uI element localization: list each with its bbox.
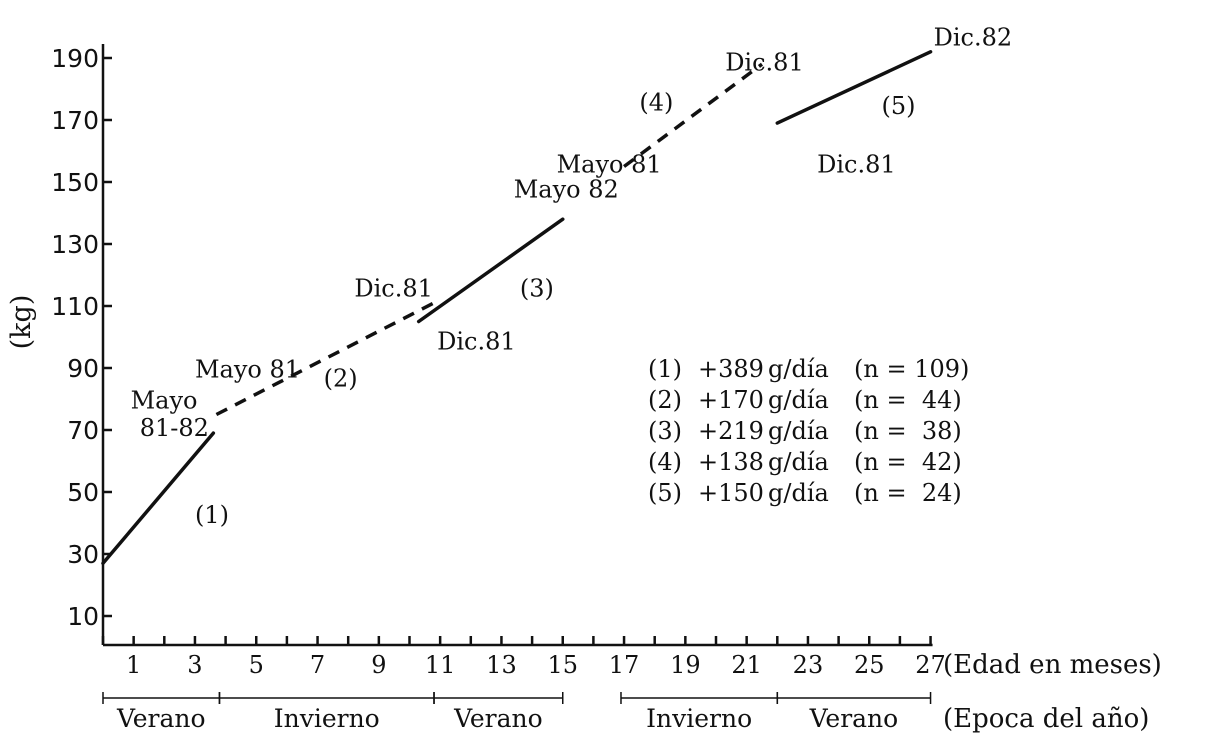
- legend-n: (n = 109): [854, 355, 969, 383]
- x-axis-label: (Edad en meses): [943, 650, 1162, 680]
- legend-unit: g/día: [768, 355, 829, 383]
- season-label: Verano: [116, 704, 206, 733]
- season-label: Invierno: [646, 704, 752, 733]
- y-tick-label: 170: [51, 106, 99, 135]
- annotation-label: (1): [195, 501, 229, 529]
- legend-entry: (3) +219 g/día (n = 38): [648, 417, 962, 445]
- y-tick-label: 70: [67, 416, 99, 445]
- legend-rate: +150: [698, 479, 764, 507]
- annotation-label: Dic.81: [725, 48, 804, 76]
- series-1-line: [101, 431, 216, 566]
- x-tick-label: 11: [425, 651, 456, 679]
- legend-entry: (5) +150 g/día (n = 24): [648, 479, 962, 507]
- y-tick-label: 150: [51, 168, 99, 197]
- legend-number: (3): [648, 417, 682, 445]
- legend-unit: g/día: [768, 386, 829, 414]
- y-tick-label: 190: [51, 44, 99, 73]
- x-tick-label: 3: [187, 651, 202, 679]
- annotation-label: Mayo 81: [195, 355, 300, 383]
- legend-unit: g/día: [768, 417, 829, 445]
- legend-n: (n = 44): [854, 386, 962, 414]
- x-tick-label: 25: [854, 651, 885, 679]
- season-label: Invierno: [274, 704, 380, 733]
- x-tick-label: 7: [310, 651, 325, 679]
- legend-unit: g/día: [768, 448, 829, 476]
- legend-n: (n = 38): [854, 417, 962, 445]
- y-tick-label: 130: [51, 230, 99, 259]
- y-tick-label: 50: [67, 478, 99, 507]
- legend-n: (n = 24): [854, 479, 962, 507]
- annotation-label: (2): [324, 365, 358, 393]
- legend-rate: +170: [698, 386, 764, 414]
- x-tick-label: 9: [371, 651, 386, 679]
- series-4-line: [623, 62, 764, 168]
- x-tick-label: 5: [249, 651, 264, 679]
- annotation-label: Dic.81: [817, 151, 896, 179]
- x-tick-label: 27: [915, 651, 946, 679]
- legend: (1) +389 g/día (n = 109)(2) +170 g/día (n = 44…: [648, 355, 969, 507]
- x-tick-label: 17: [609, 651, 640, 679]
- legend-entry: (2) +170 g/día (n = 44): [648, 386, 962, 414]
- annotation-label: Mayo 82: [514, 176, 619, 204]
- x-tick-label: 1: [126, 651, 141, 679]
- x-tick-label: 19: [670, 651, 701, 679]
- legend-entry: (1) +389 g/día (n = 109): [648, 355, 969, 383]
- season-label: Verano: [453, 704, 543, 733]
- legend-number: (4): [648, 448, 682, 476]
- legend-number: (5): [648, 479, 682, 507]
- legend-rate: +389: [698, 355, 764, 383]
- season-label: Verano: [809, 704, 899, 733]
- y-tick-label: 90: [67, 354, 99, 383]
- legend-unit: g/día: [768, 479, 829, 507]
- x-tick-label: 15: [547, 651, 578, 679]
- annotation-label: Dic.81: [437, 327, 516, 355]
- series-5-line: [775, 50, 933, 125]
- annotation-label: (5): [882, 92, 916, 120]
- annotation-label: Mayo 81: [557, 151, 662, 179]
- annotation-label: 81-82: [140, 414, 209, 442]
- x-tick-label: 23: [793, 651, 824, 679]
- legend-rate: +138: [698, 448, 764, 476]
- season-axis-label: (Epoca del año): [943, 704, 1149, 734]
- legend-n: (n = 42): [854, 448, 962, 476]
- annotation-label: (4): [639, 89, 673, 117]
- y-axis-label: (kg): [6, 295, 37, 350]
- y-tick-label: 30: [67, 540, 99, 569]
- annotation-label: Mayo: [131, 386, 198, 414]
- y-tick-label: 10: [67, 602, 99, 631]
- series-3-line: [416, 217, 565, 324]
- annotation-label: Dic.81: [354, 275, 433, 303]
- annotation-label: Dic.82: [934, 24, 1013, 52]
- legend-number: (1): [648, 355, 682, 383]
- x-tick-label: 21: [731, 651, 762, 679]
- y-tick-label: 110: [51, 292, 99, 321]
- x-tick-label: 13: [486, 651, 517, 679]
- legend-number: (2): [648, 386, 682, 414]
- legend-rate: +219: [698, 417, 764, 445]
- legend-entry: (4) +138 g/día (n = 42): [648, 448, 962, 476]
- annotation-label: (3): [520, 275, 554, 303]
